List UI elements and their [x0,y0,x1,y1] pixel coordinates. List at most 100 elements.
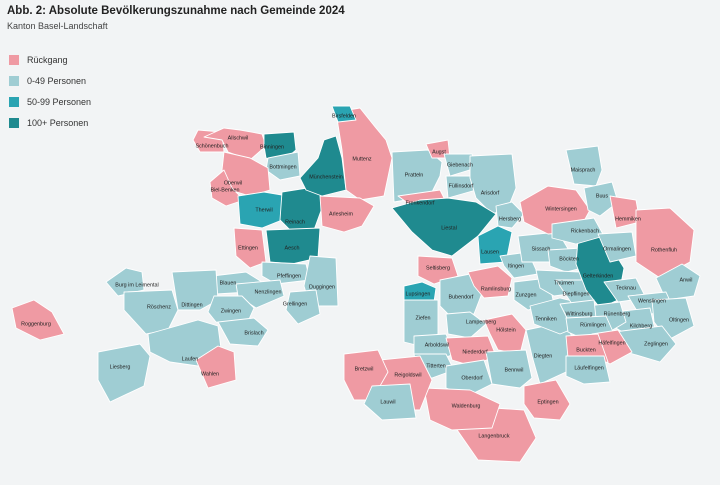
municipality-label-ruemlingen: Rümlingen [580,322,606,328]
municipality-label-zeglingen: Zeglingen [644,341,668,347]
municipality-label-liesberg: Liesberg [110,364,131,370]
municipality-roggenburg [11,299,65,341]
municipality-label-ruenenberg: Rünenberg [604,311,631,317]
municipality-hemmiken [609,195,641,229]
municipality-label-aesch: Aesch [285,245,300,251]
municipality-label-eptingen: Eptingen [537,399,558,405]
municipality-label-boeckten: Böckten [559,256,578,262]
municipality-brislach [217,317,269,347]
municipality-burg-im-leimental [105,267,145,297]
municipality-label-thuernen: Thürnen [554,280,574,286]
municipality-label-muenchenstein: Münchenstein [309,174,343,180]
municipality-label-niederdorf: Niederdorf [462,349,488,355]
municipality-label-blauen: Blauen [220,280,237,286]
municipality-label-wittinsburg: Wittinsburg [566,311,593,317]
municipality-label-wintersingen: Wintersingen [545,206,576,212]
municipality-label-buus: Buus [596,193,609,199]
municipality-label-lupsingen: Lupsingen [406,291,431,297]
municipality-birsfelden [331,105,357,123]
municipality-label-wenslingen: Wenslingen [638,298,666,304]
municipality-label-oltingen: Oltingen [669,317,689,323]
municipality-label-muttenz: Muttenz [352,156,371,162]
municipality-muttenz [335,107,393,201]
legend-item-100-plus: 100+ Personen [9,112,91,133]
legend-label: 50-99 Personen [27,96,92,107]
municipality-label-langenbruck: Langenbruck [478,433,509,439]
municipality-label-fuellinsdorf: Füllinsdorf [449,183,474,189]
municipality-label-bubendorf: Bubendorf [449,294,474,300]
municipality-label-lausen: Lausen [481,249,499,255]
legend-item-0-49: 0-49 Personen [9,70,91,91]
legend-swatch [9,117,19,128]
municipality-label-zunzgen: Zunzgen [516,292,537,298]
municipality-label-seltisberg: Seltisberg [426,265,450,271]
legend-item-decline: Rückgang [9,49,91,70]
municipality-label-titterten: Titterten [426,363,446,369]
municipality-dittingen [171,269,219,311]
municipality-label-bottmingen: Bottmingen [269,164,296,170]
municipality-roeschenz [123,289,179,335]
municipality-label-liestal: Liestal [441,225,457,231]
municipality-ettingen [233,227,267,269]
municipality-rickenbach [551,217,605,245]
municipality-label-ramlinsburg: Ramlinsburg [481,286,511,292]
municipality-liestal [391,197,497,257]
municipality-label-hoelstein: Hölstein [496,327,515,333]
municipality-waldenburg [423,387,501,431]
municipality-label-sissach: Sissach [532,246,551,252]
municipality-label-wahlen: Wahlen [201,371,219,377]
municipality-label-anwil: Anwil [680,277,693,283]
municipality-arlesheim [319,195,375,233]
municipality-oberdorf [445,359,493,397]
page-subtitle: Kanton Basel-Landschaft [7,21,108,31]
legend-label: 0-49 Personen [27,75,87,86]
legend-label: 100+ Personen [27,117,89,128]
municipality-label-arisdorf: Arisdorf [481,190,500,196]
municipality-label-roggenburg: Roggenburg [21,321,51,327]
municipality-lampenberg [445,311,487,339]
municipality-label-maisprach: Maisprach [571,167,596,173]
municipality-label-lauwil: Lauwil [380,399,395,405]
municipality-label-rickenbach: Rickenbach [571,228,599,234]
municipality-label-dittingen: Dittingen [181,302,202,308]
municipality-label-tecknau: Tecknau [616,285,636,291]
legend-swatch [9,75,19,86]
legend-item-50-99: 50-99 Personen [9,91,91,112]
municipality-lausen [477,225,513,265]
municipality-label-kilchberg: Kilchberg [630,323,652,329]
municipality-label-laufen: Laufen [182,356,199,362]
municipality-pfeffingen [261,261,311,285]
municipality-wahlen [195,345,237,389]
municipality-label-nenzlingen: Nenzlingen [255,289,282,295]
municipality-label-arboldswil: Arboldswil [425,342,450,348]
municipality-label-roeschenz: Röschenz [147,304,171,310]
municipality-eptingen [523,379,571,421]
municipality-label-giebenach: Giebenach [447,162,473,168]
municipality-nenzlingen [235,279,285,309]
municipality-label-waldenburg: Waldenburg [452,403,481,409]
municipality-label-ormalingen: Ormalingen [603,246,631,252]
legend-label: Rückgang [27,54,68,65]
municipality-muenchenstein [299,135,347,197]
municipality-label-bretzwil: Bretzwil [355,366,374,372]
legend-swatch [9,96,19,107]
municipality-label-allschwil: Allschwil [228,135,249,141]
municipality-label-rothenfluh: Rothenfluh [651,247,677,253]
municipality-label-ziefen: Ziefen [416,315,431,321]
municipality-laeufelfingen [565,355,611,385]
municipality-label-frenkendorf: Frenkendorf [405,200,435,206]
municipality-label-therwil: Therwil [255,207,272,213]
municipality-label-reinach: Reinach [285,219,305,225]
municipality-label-bennwil: Bennwil [505,367,524,373]
municipality-label-itingen: Itingen [508,263,524,269]
municipality-label-diegten: Diegten [534,353,553,359]
municipality-label-burg-im-leimental: Burg im Leimental [115,282,158,288]
legend-swatch [9,54,19,65]
municipality-label-arlesheim: Arlesheim [329,211,353,217]
municipality-ramlinsburg [467,265,513,299]
municipality-buus [583,181,619,217]
municipality-label-biel-benken: Biel-Benken [210,187,239,193]
municipality-label-binningen: Binningen [260,144,284,150]
municipality-label-oberdorf: Oberdorf [461,375,483,381]
municipality-label-laeufelfingen: Läufelfingen [574,365,603,371]
